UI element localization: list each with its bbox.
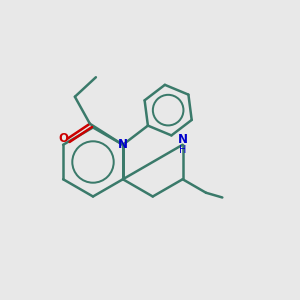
Text: N: N [178,133,188,146]
Text: H: H [179,145,186,155]
Text: N: N [118,138,128,151]
Text: O: O [58,132,68,145]
